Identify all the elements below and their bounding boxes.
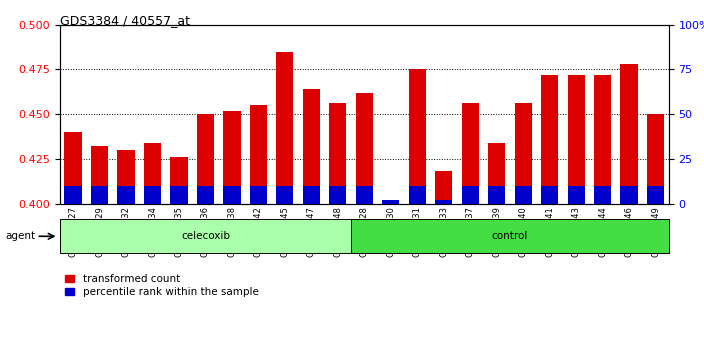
Bar — [488, 186, 505, 204]
Bar — [223, 186, 241, 204]
Bar — [647, 114, 664, 204]
Bar — [620, 186, 638, 204]
Bar — [91, 186, 108, 204]
Bar — [382, 200, 399, 204]
Bar — [462, 186, 479, 204]
Bar — [250, 186, 267, 204]
Bar — [329, 103, 346, 204]
Bar — [567, 75, 585, 204]
Bar — [65, 186, 82, 204]
Bar — [567, 186, 585, 204]
Bar — [594, 75, 611, 204]
Bar — [515, 186, 532, 204]
Bar — [144, 186, 161, 204]
Bar — [541, 186, 558, 204]
Bar — [382, 200, 399, 204]
Bar — [276, 186, 294, 204]
Bar — [488, 143, 505, 204]
Bar — [515, 103, 532, 204]
Bar — [223, 110, 241, 204]
Text: celecoxib: celecoxib — [181, 231, 230, 241]
Bar — [118, 186, 134, 204]
Bar — [647, 186, 664, 204]
Bar — [65, 132, 82, 204]
Bar — [197, 186, 214, 204]
Bar — [620, 64, 638, 204]
Bar — [170, 186, 187, 204]
Bar — [351, 219, 669, 253]
Bar — [435, 171, 453, 204]
Bar — [118, 150, 134, 204]
Bar — [435, 200, 453, 204]
Text: GDS3384 / 40557_at: GDS3384 / 40557_at — [60, 14, 190, 27]
Bar — [356, 186, 373, 204]
Bar — [250, 105, 267, 204]
Bar — [144, 143, 161, 204]
Bar — [60, 219, 351, 253]
Legend: transformed count, percentile rank within the sample: transformed count, percentile rank withi… — [65, 274, 258, 297]
Bar — [197, 114, 214, 204]
Bar — [329, 186, 346, 204]
Bar — [594, 186, 611, 204]
Text: control: control — [492, 231, 528, 241]
Bar — [303, 89, 320, 204]
Bar — [356, 93, 373, 204]
Bar — [541, 75, 558, 204]
Text: agent: agent — [6, 231, 36, 241]
Bar — [408, 186, 426, 204]
Bar — [91, 146, 108, 204]
Bar — [170, 157, 187, 204]
Bar — [303, 186, 320, 204]
Bar — [462, 103, 479, 204]
Bar — [408, 69, 426, 204]
Bar — [276, 52, 294, 204]
